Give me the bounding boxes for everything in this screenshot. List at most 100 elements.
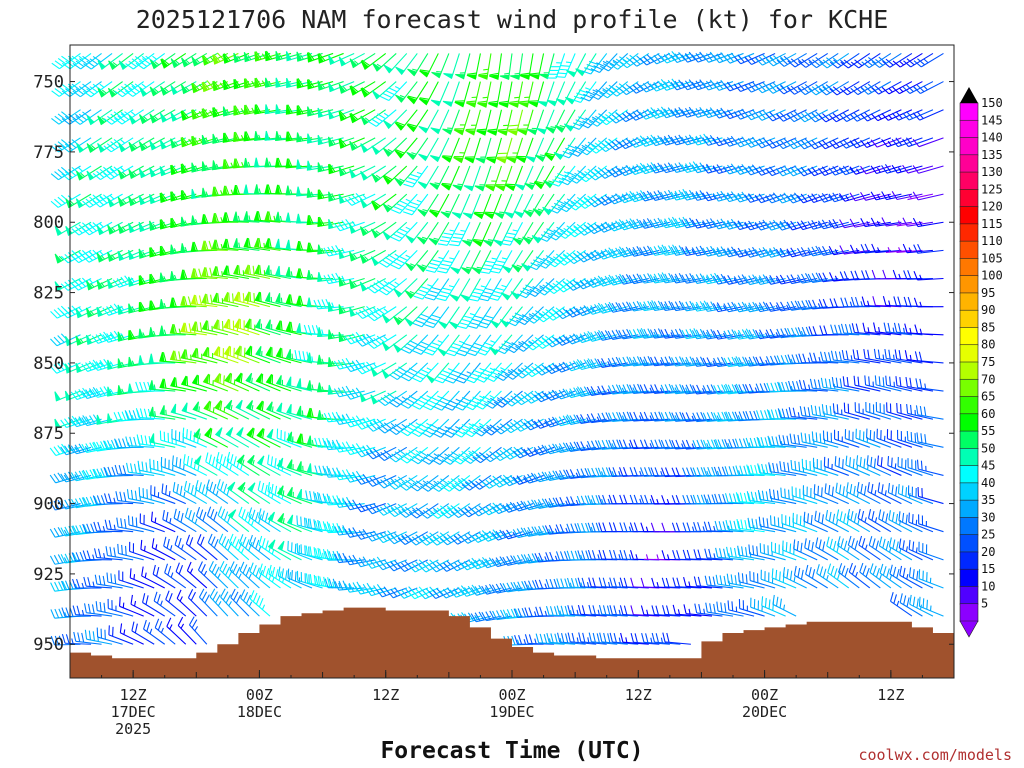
barb-staff bbox=[119, 605, 144, 617]
barb-staff bbox=[339, 362, 365, 370]
barb-pennant bbox=[201, 134, 208, 146]
barb-pennant bbox=[149, 433, 155, 444]
barb-feather bbox=[238, 534, 244, 544]
barb-feather bbox=[140, 434, 144, 445]
barb-half-feather bbox=[111, 254, 116, 260]
barb-feather bbox=[70, 472, 77, 482]
barb-feather bbox=[300, 516, 302, 527]
barb-feather bbox=[57, 527, 64, 536]
barb-pennant bbox=[243, 211, 249, 222]
barb-feather bbox=[143, 408, 148, 419]
barb-pennant bbox=[243, 157, 249, 168]
barb-feather bbox=[215, 458, 219, 469]
barb-staff bbox=[107, 474, 134, 477]
barb-feather bbox=[150, 247, 157, 256]
barb-pennant bbox=[107, 87, 117, 98]
barb-pennant bbox=[225, 427, 234, 438]
barb-pennant bbox=[317, 189, 323, 200]
barb-feather bbox=[319, 576, 323, 586]
barb-feather bbox=[215, 594, 221, 604]
barb-feather bbox=[255, 77, 262, 87]
barb-feather bbox=[124, 518, 127, 529]
barb-feather bbox=[135, 408, 140, 418]
wind-barb bbox=[243, 237, 271, 251]
barb-feather bbox=[314, 465, 319, 475]
barb-pennant bbox=[86, 170, 95, 181]
barb-feather bbox=[156, 594, 161, 604]
wind-barb bbox=[169, 297, 197, 308]
barb-pennant bbox=[149, 86, 158, 97]
barb-feather bbox=[262, 565, 267, 576]
barb-staff bbox=[198, 569, 218, 589]
wind-barb bbox=[183, 454, 208, 476]
barb-pennant bbox=[338, 56, 347, 67]
wind-barb bbox=[50, 165, 81, 181]
barb-feather bbox=[129, 568, 132, 578]
wind-barb bbox=[316, 410, 344, 420]
barb-pennant bbox=[180, 269, 186, 280]
barb-feather bbox=[72, 578, 77, 589]
wind-barb bbox=[70, 469, 102, 482]
wind-barb bbox=[228, 533, 250, 561]
barb-feather bbox=[253, 293, 256, 303]
barb-feather bbox=[106, 170, 115, 178]
barb-pennant bbox=[96, 279, 104, 290]
barb-pennant bbox=[295, 240, 302, 251]
barb-feather bbox=[102, 334, 109, 343]
barb-staff bbox=[67, 249, 92, 264]
barb-pennant bbox=[275, 131, 281, 141]
barb-feather bbox=[219, 561, 225, 571]
barb-half-feather bbox=[289, 189, 293, 195]
barb-feather bbox=[50, 311, 58, 319]
barb-half-feather bbox=[466, 239, 473, 242]
barb-feather bbox=[57, 85, 67, 93]
barb-feather bbox=[296, 515, 299, 526]
barb-staff bbox=[128, 445, 155, 448]
barb-staff bbox=[199, 596, 218, 617]
barb-half-feather bbox=[298, 577, 301, 583]
barb-feather bbox=[57, 472, 64, 481]
barb-staff bbox=[171, 437, 197, 448]
wind-barb bbox=[275, 347, 302, 364]
barb-half-feather bbox=[321, 165, 325, 171]
wind-barb bbox=[236, 454, 260, 476]
barb-staff bbox=[143, 52, 166, 70]
barb-pennant bbox=[244, 345, 252, 356]
barb-pennant bbox=[192, 401, 200, 412]
barb-staff bbox=[111, 109, 134, 125]
barb-pennant bbox=[264, 184, 270, 195]
wind-barb bbox=[275, 375, 302, 392]
barb-feather bbox=[88, 224, 97, 232]
barb-feather bbox=[110, 573, 113, 583]
barb-pennant bbox=[295, 323, 302, 334]
barb-feather bbox=[74, 471, 81, 481]
barb-staff bbox=[79, 109, 102, 125]
barb-feather bbox=[85, 496, 91, 506]
barb-feather bbox=[318, 548, 323, 559]
barb-half-feather bbox=[100, 282, 105, 287]
barb-feather bbox=[74, 390, 82, 399]
barb-feather bbox=[217, 293, 220, 303]
barb-pennant bbox=[128, 330, 134, 341]
barb-feather bbox=[133, 463, 137, 474]
barb-pennant bbox=[265, 374, 273, 385]
barb-pennant bbox=[256, 455, 265, 466]
barb-staff bbox=[278, 575, 302, 589]
barb-feather bbox=[123, 492, 127, 502]
barb-feather bbox=[200, 564, 206, 574]
wind-barb bbox=[230, 588, 250, 617]
barb-feather bbox=[185, 534, 191, 544]
barb-pennant bbox=[170, 58, 179, 69]
barb-staff bbox=[86, 585, 113, 589]
barb-feather bbox=[60, 419, 67, 428]
barb-pennant bbox=[212, 319, 219, 330]
barb-feather bbox=[202, 108, 210, 117]
barb-feather bbox=[181, 136, 189, 145]
barb-feather bbox=[164, 563, 169, 573]
barb-pennant bbox=[306, 242, 312, 253]
barb-pennant bbox=[232, 238, 239, 249]
barb-feather bbox=[50, 635, 56, 646]
barb-pennant bbox=[317, 107, 324, 118]
barb-pennant bbox=[97, 115, 106, 126]
barb-half-feather bbox=[173, 274, 177, 281]
